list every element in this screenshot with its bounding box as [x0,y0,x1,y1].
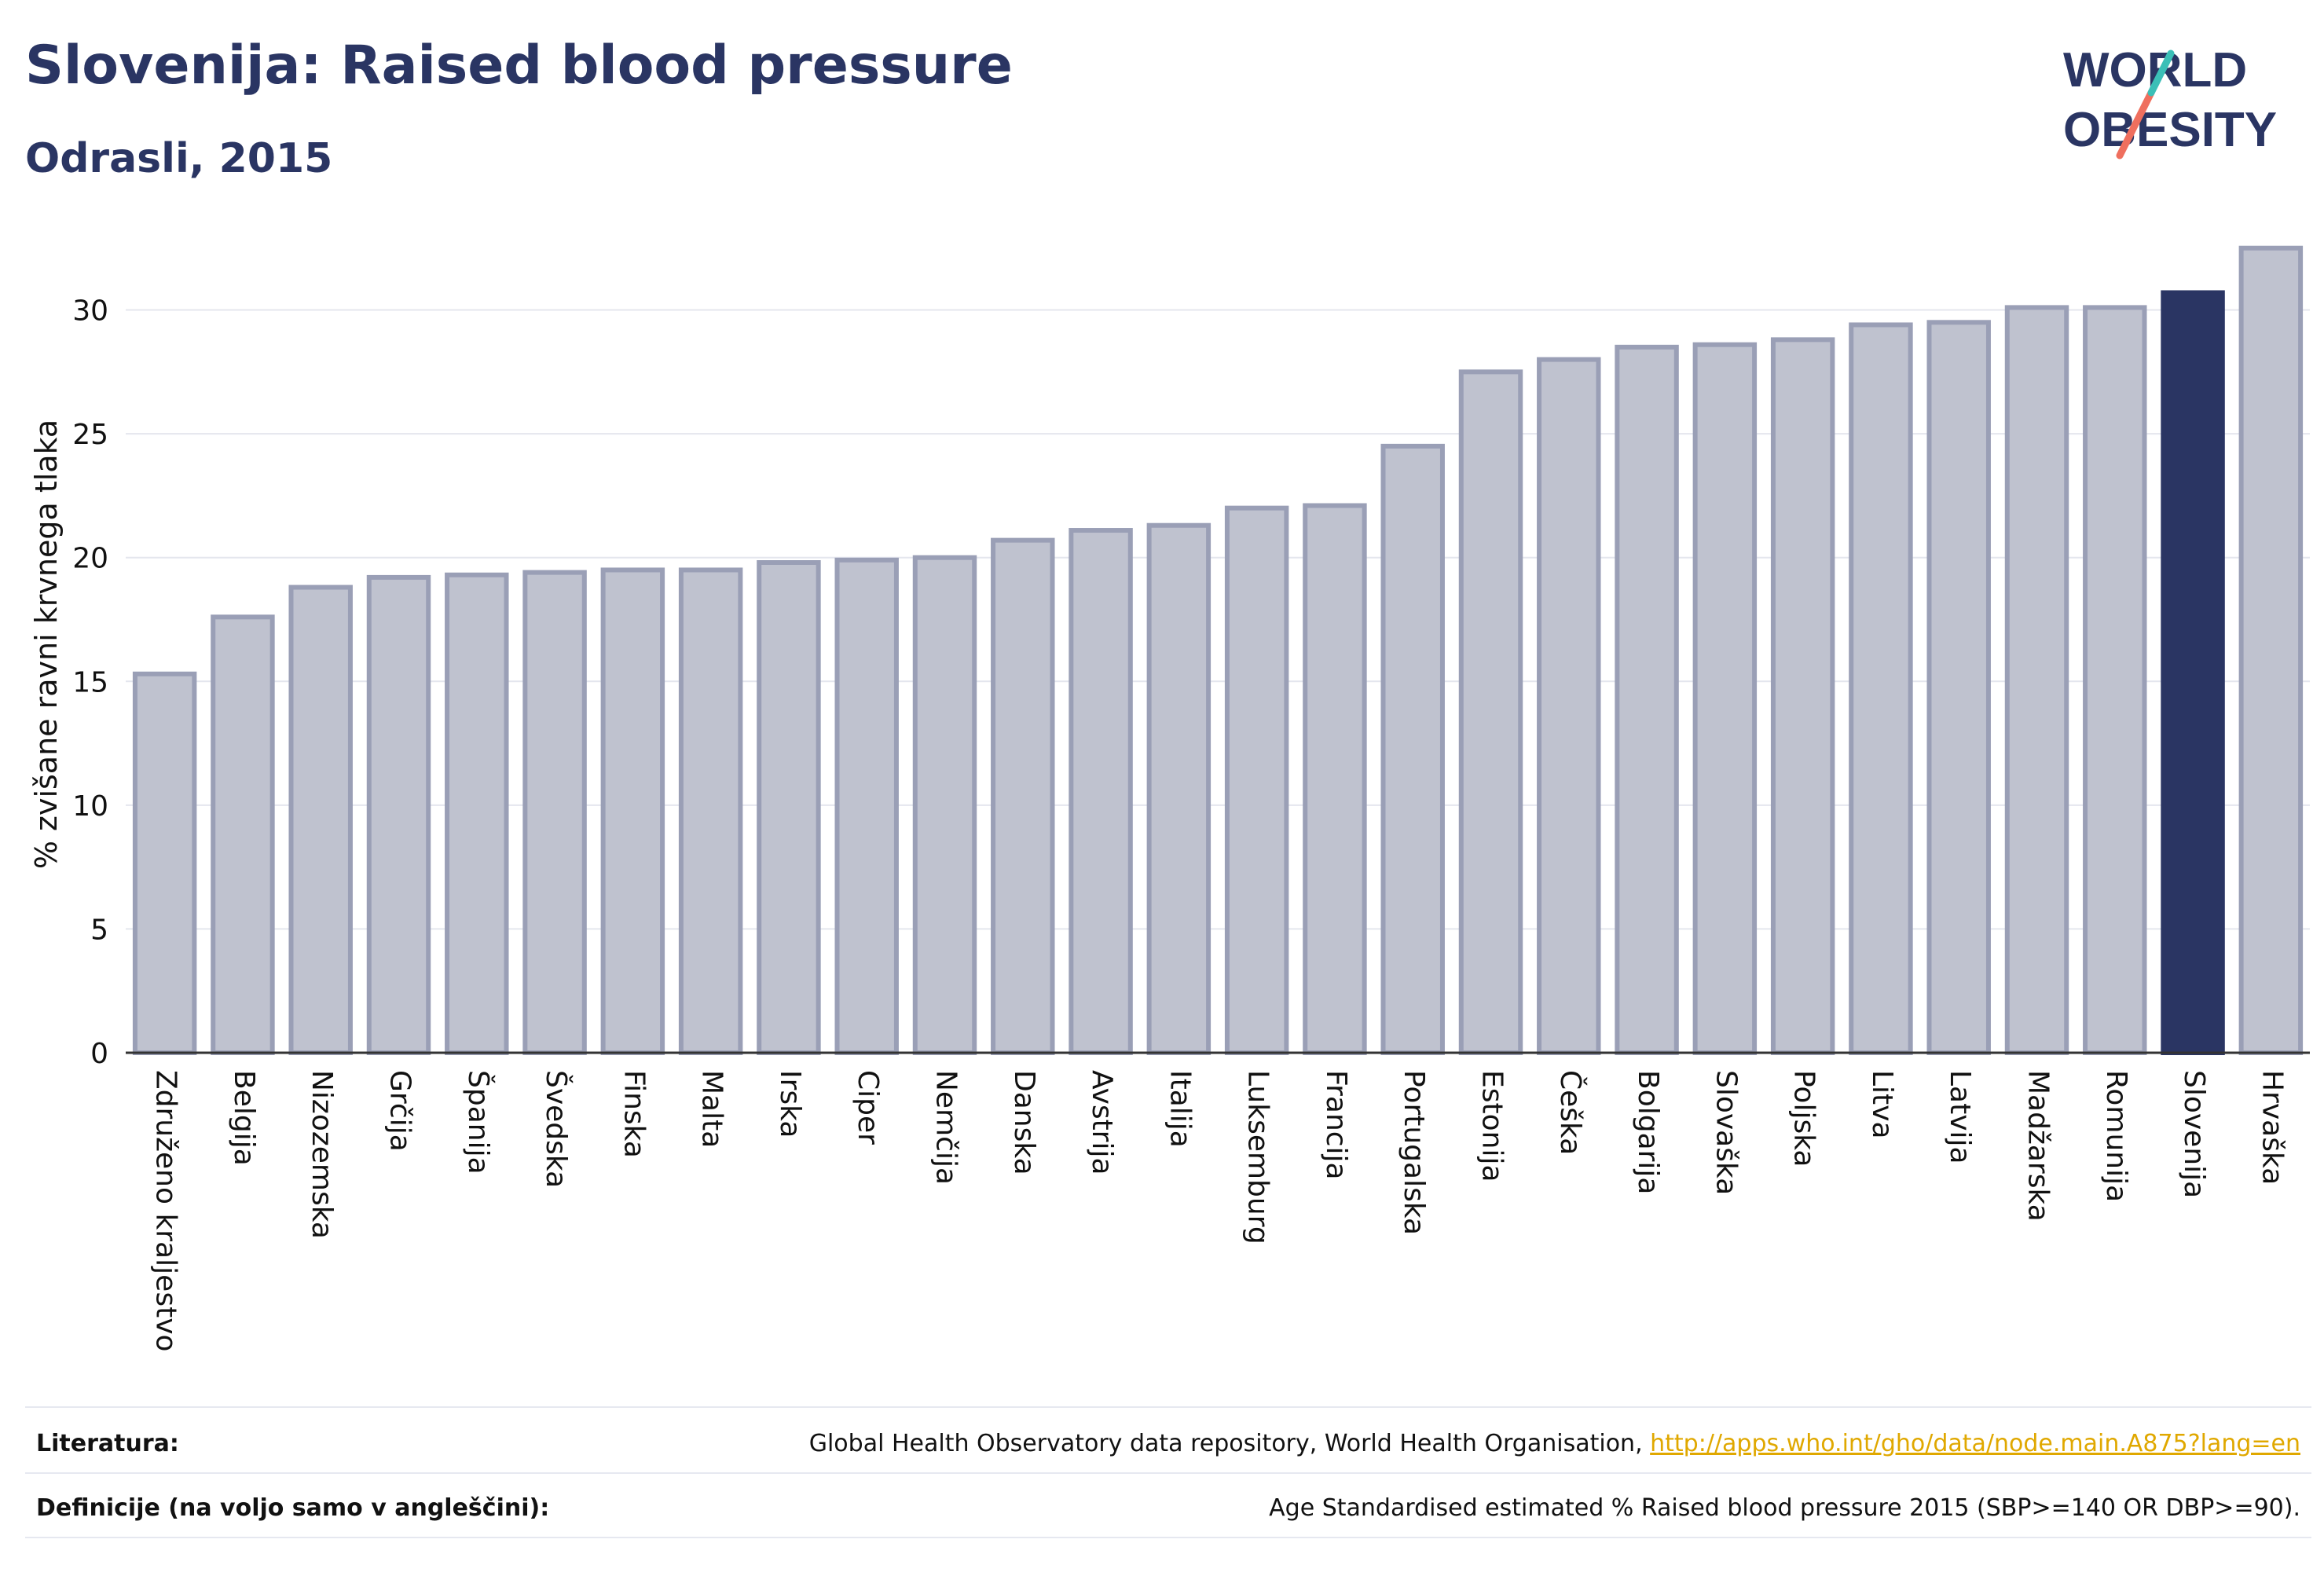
x-tick-label: Hrvaška [2256,1070,2288,1185]
x-tick-label: Ciper [852,1070,884,1145]
x-tick-label: Malta [696,1070,728,1148]
x-tick-label: Romunija [2100,1070,2132,1202]
y-tick-label: 25 [72,419,108,451]
x-tick-label: Madžarska [2022,1070,2055,1222]
footer-divider-top [25,1406,2311,1408]
bar-21[interactable] [1692,342,1758,1055]
bar-4[interactable] [366,574,431,1055]
bar-17[interactable] [1380,443,1445,1055]
bar-23[interactable] [1849,322,1913,1056]
bar-22[interactable] [1770,337,1835,1055]
bar-24[interactable] [1926,320,1991,1055]
bar-19[interactable] [1537,357,1601,1055]
x-tick-label: Avstrija [1086,1070,1118,1175]
x-tick-label: Italija [1164,1070,1196,1148]
world-obesity-logo: WORLD OBESITY [2063,43,2277,159]
x-tick-label: Združeno kraljestvo [150,1070,182,1352]
axis-layer: 0 5 10 15 20 25 30 Združeno kraljestvo Belgija Ni… [72,295,2310,1352]
x-tick-label: Poljska [1788,1070,1820,1167]
bar-10[interactable] [834,557,899,1055]
x-tick-label: Slovenija [2178,1070,2210,1198]
logo-word-obesity: OBESITY [2063,103,2277,157]
logo-slash-coral [2116,89,2155,159]
sources-link[interactable]: http://apps.who.int/gho/data/node.main.A… [1650,1430,2300,1457]
bar-18[interactable] [1458,369,1523,1056]
sources-value: Global Health Observatory data repositor… [809,1430,2300,1457]
logo-slash-teal [2147,49,2175,97]
footer-divider-bottom [25,1537,2311,1538]
y-tick-label: 30 [72,295,108,328]
x-tick-label: Grčija [384,1070,416,1152]
bar-13[interactable] [1069,528,1133,1055]
footer-divider-middle [25,1472,2311,1474]
bar-6[interactable] [522,570,587,1055]
x-tick-label: Nemčija [930,1070,962,1185]
x-tick-label: Nizozemska [306,1070,338,1239]
x-tick-label: Francija [1320,1070,1352,1180]
bar-8[interactable] [678,567,743,1055]
bar-26[interactable] [2083,305,2147,1056]
x-tick-label: Luksemburg [1242,1070,1274,1244]
x-tick-label: Španija [462,1070,495,1175]
x-tick-label: Belgija [228,1070,260,1166]
y-tick-label: 15 [72,666,108,698]
bar-12[interactable] [991,537,1055,1055]
bar-3[interactable] [288,585,353,1055]
y-tick-label: 5 [90,914,108,946]
x-tick-label: Latvija [1944,1070,1976,1164]
bar-1[interactable] [132,671,197,1055]
sources-label: Literatura: [36,1430,179,1457]
x-tick-label: Bolgarija [1632,1070,1664,1195]
definitions-label: Definicije (na voljo samo v angleščini): [36,1494,550,1522]
definitions-value: Age Standardised estimated % Raised bloo… [1269,1494,2300,1522]
sources-text: Global Health Observatory data repositor… [808,1430,1651,1457]
x-tick-label: Danska [1008,1070,1040,1175]
y-tick-label: 10 [72,790,108,823]
y-axis-label: % zvišane ravni krvnega tlaka [29,420,64,869]
bars-layer [132,245,2304,1056]
x-tick-label: Estonija [1476,1070,1508,1182]
x-tick-label: Švedska [540,1070,573,1188]
x-tick-label: Portugalska [1398,1070,1430,1235]
x-tick-label: Finska [618,1070,650,1158]
x-tick-label: Slovaška [1710,1070,1742,1195]
page-title: Slovenija: Raised blood pressure [25,35,1013,97]
x-tick-label: Litva [1866,1070,1898,1139]
bar-14[interactable] [1146,522,1211,1055]
bar-25[interactable] [2004,305,2069,1056]
bar-2[interactable] [211,614,275,1055]
y-tick-label: 20 [72,543,108,575]
bar-7[interactable] [600,567,665,1055]
bar-27[interactable] [2161,290,2225,1055]
bar-chart: 0 5 10 15 20 25 30 Združeno kraljestvo Belgija Ni… [29,245,2310,1352]
bar-15[interactable] [1224,505,1289,1055]
bar-20[interactable] [1615,344,1679,1055]
page-subtitle: Odrasli, 2015 [25,135,333,182]
bar-9[interactable] [757,560,821,1055]
bar-5[interactable] [445,572,509,1055]
bar-28[interactable] [2238,245,2304,1055]
bar-16[interactable] [1303,503,1367,1055]
x-tick-label: Irska [774,1070,806,1138]
bar-11[interactable] [912,555,977,1055]
y-tick-label: 0 [90,1038,108,1070]
x-tick-label: Češka [1554,1070,1587,1155]
